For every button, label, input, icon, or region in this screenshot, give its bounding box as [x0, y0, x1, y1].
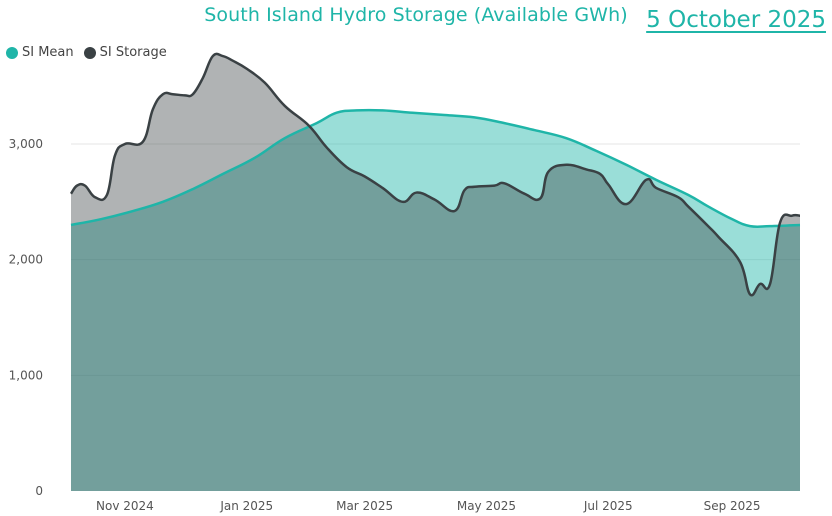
x-tick-label: Mar 2025: [336, 499, 393, 513]
x-tick-label: Jul 2025: [583, 499, 633, 513]
series-lines: [69, 52, 801, 297]
si-mean-line: [70, 108, 801, 229]
y-axis-ticks: 0 1,000 2,000 3,000: [9, 137, 43, 498]
x-tick-label: Nov 2024: [96, 499, 154, 513]
legend-label-si-storage: SI Storage: [99, 45, 167, 60]
si-storage-line: [69, 52, 801, 297]
chart-legend: SI Mean SI Storage: [6, 45, 177, 60]
si-mean-area: [71, 110, 800, 491]
date-link[interactable]: 5 October 2025: [646, 7, 826, 33]
legend-marker-si-mean: [6, 46, 18, 59]
legend-item-si-mean[interactable]: SI Mean: [6, 45, 74, 60]
y-tick-label: 2,000: [9, 253, 43, 267]
legend-marker-si-storage: [83, 46, 96, 59]
x-axis-ticks: Nov 2024 Jan 2025 Mar 2025 May 2025 Jul 2025…: [96, 499, 761, 513]
x-tick-label: May 2025: [457, 499, 516, 513]
x-tick-label: Jan 2025: [219, 499, 273, 513]
y-tick-label: 3,000: [9, 137, 43, 151]
y-tick-label: 0: [35, 484, 43, 498]
legend-label-si-mean: SI Mean: [22, 45, 74, 60]
chart-title: South Island Hydro Storage (Available GW…: [204, 4, 628, 26]
legend-item-si-storage[interactable]: SI Storage: [83, 45, 167, 60]
si-storage-area: [71, 53, 800, 491]
grid-lines: [71, 143, 800, 376]
series-areas: [71, 53, 800, 491]
y-tick-label: 1,000: [9, 368, 43, 382]
x-tick-label: Sep 2025: [704, 499, 761, 513]
